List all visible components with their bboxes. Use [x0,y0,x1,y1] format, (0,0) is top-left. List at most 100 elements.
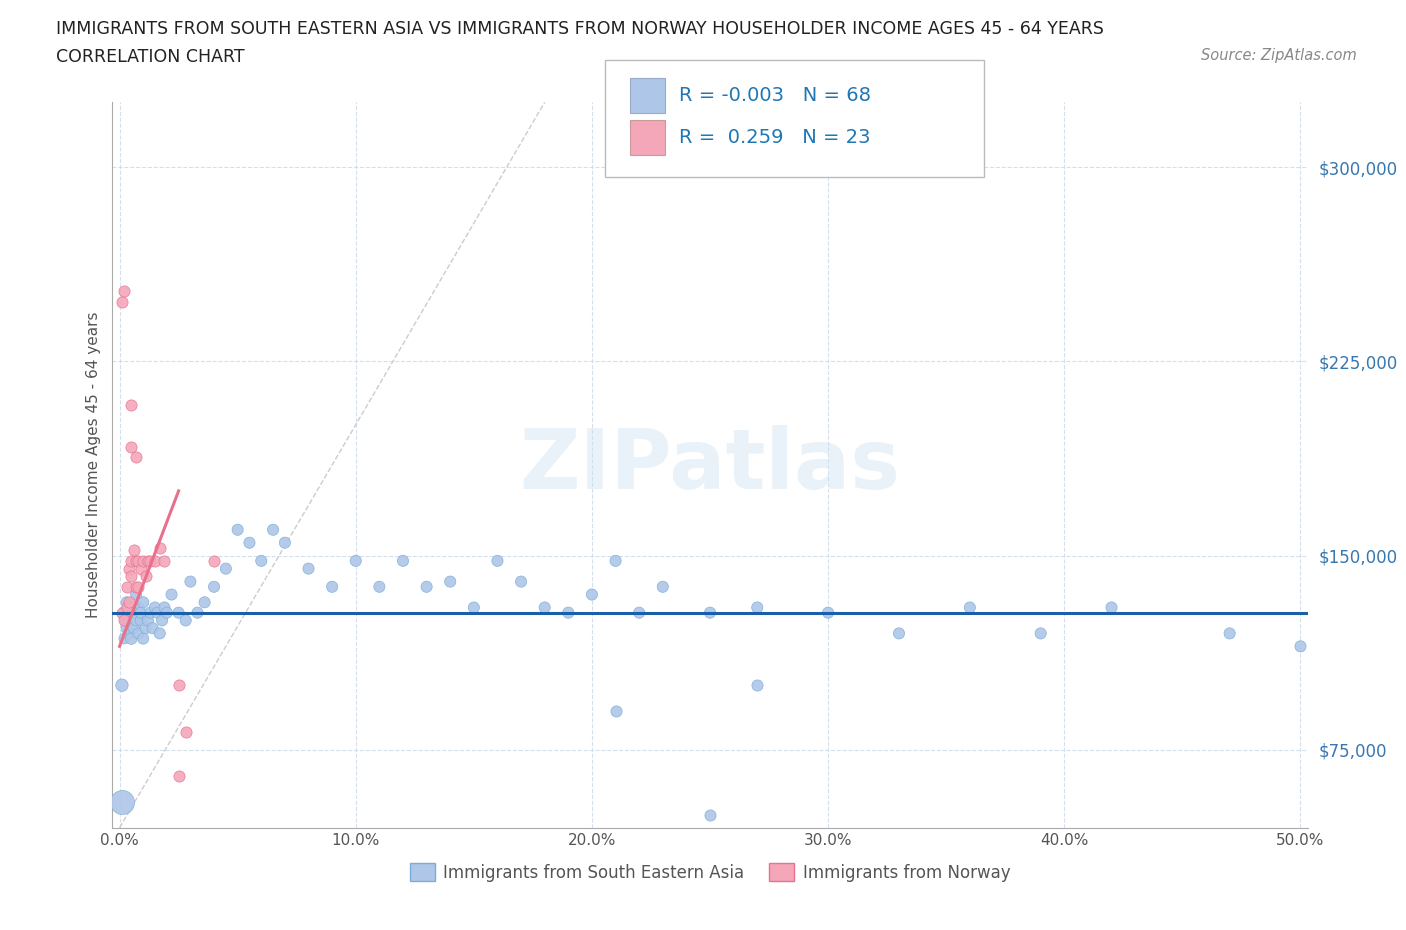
Point [115,613,138,628]
Point [167,605,190,620]
Point [153,553,176,568]
Point [250,553,273,568]
Point [186,605,208,620]
Point [120,608,142,623]
Point [120,553,142,568]
Point [112,284,135,299]
Point [160,587,183,602]
Point [887,626,910,641]
Point [125,587,148,602]
Point [129,613,152,628]
Point [129,605,152,620]
Text: R =  0.259   N = 23: R = 0.259 N = 23 [679,128,870,147]
Point [139,553,162,568]
Point [1029,626,1052,641]
Point [127,600,149,615]
Point [262,523,284,538]
Point [118,600,141,615]
Point [132,595,155,610]
Y-axis label: Householder Income Ages 45 - 64 years: Householder Income Ages 45 - 64 years [86,312,101,618]
Point [605,704,627,719]
Point [127,626,149,641]
Point [215,561,238,576]
Text: CORRELATION CHART: CORRELATION CHART [56,48,245,66]
Point [132,631,155,646]
Point [297,561,319,576]
Point [533,600,555,615]
Point [150,613,173,628]
Point [179,574,201,589]
Text: Source: ZipAtlas.com: Source: ZipAtlas.com [1201,48,1357,63]
Point [174,724,197,739]
Point [129,561,152,576]
Text: ZIPatlas: ZIPatlas [520,424,900,506]
Point [120,631,142,646]
Point [122,543,145,558]
Point [415,579,437,594]
Point [817,605,839,620]
Point [115,579,138,594]
Point [194,595,217,610]
Point [111,294,134,309]
Point [463,600,485,615]
Point [120,398,142,413]
Point [118,626,141,641]
Point [605,553,627,568]
Point [125,613,148,628]
Point [136,613,159,628]
Point [118,561,141,576]
Point [125,553,148,568]
Point [143,553,166,568]
Point [321,579,343,594]
Point [238,536,260,551]
Point [344,553,367,568]
Point [699,605,721,620]
Point [699,807,721,822]
Point [747,600,769,615]
Point [127,553,149,568]
Point [120,440,142,455]
Point [368,579,391,594]
Point [274,536,297,551]
Point [132,553,155,568]
Point [628,605,651,620]
Point [122,621,145,636]
Point [557,605,579,620]
Text: IMMIGRANTS FROM SOUTH EASTERN ASIA VS IMMIGRANTS FROM NORWAY HOUSEHOLDER INCOME : IMMIGRANTS FROM SOUTH EASTERN ASIA VS IM… [56,20,1104,38]
Point [581,587,603,602]
Point [486,553,509,568]
Point [149,626,172,641]
Point [111,678,134,693]
Point [111,794,134,809]
Point [136,553,159,568]
Point [120,569,142,584]
Point [651,579,673,594]
Point [125,450,148,465]
Point [146,605,169,620]
Point [118,595,141,610]
Point [1101,600,1123,615]
Point [747,678,769,693]
Point [127,579,149,594]
Point [510,574,533,589]
Point [142,621,165,636]
Point [115,621,138,636]
Point [115,595,138,610]
Point [143,600,166,615]
Point [392,553,415,568]
Point [202,553,225,568]
Point [156,605,179,620]
Point [112,605,135,620]
Point [1219,626,1241,641]
Point [115,600,138,615]
Point [153,600,176,615]
Point [439,574,461,589]
Point [135,621,157,636]
Point [167,768,190,783]
Point [112,613,135,628]
Point [149,540,172,555]
Point [959,600,981,615]
Point [125,579,148,594]
Point [135,569,157,584]
Point [139,605,162,620]
